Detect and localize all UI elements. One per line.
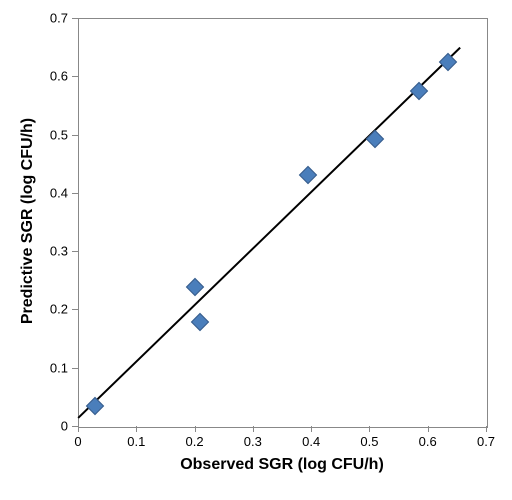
x-tick-label: 0.2 [186, 434, 204, 449]
x-tick-label: 0 [74, 434, 81, 449]
y-tick-label: 0.6 [42, 69, 68, 84]
y-tick-label: 0.4 [42, 185, 68, 200]
x-tick-label: 0.1 [127, 434, 145, 449]
x-tick-mark [486, 426, 487, 432]
x-axis-label: Observed SGR (log CFU/h) [78, 456, 486, 474]
x-tick-mark [78, 426, 79, 432]
y-tick-label: 0.7 [42, 11, 68, 26]
y-tick-mark [72, 76, 78, 77]
y-tick-mark [72, 368, 78, 369]
y-tick-mark [72, 135, 78, 136]
x-tick-mark [136, 426, 137, 432]
x-tick-mark [195, 426, 196, 432]
y-tick-label: 0.3 [42, 244, 68, 259]
y-tick-label: 0.5 [42, 127, 68, 142]
x-tick-label: 0.3 [244, 434, 262, 449]
x-tick-label: 0.7 [477, 434, 495, 449]
y-tick-label: 0.2 [42, 302, 68, 317]
y-tick-mark [72, 251, 78, 252]
x-tick-label: 0.6 [419, 434, 437, 449]
y-tick-label: 0.1 [42, 360, 68, 375]
y-tick-mark [72, 426, 78, 427]
x-tick-label: 0.4 [302, 434, 320, 449]
scatter-chart: 0 0.1 0.2 0.3 0.4 0.5 0.6 0.7 0 0.1 0.2 0.3 0.4 0.5 0.… [0, 0, 512, 500]
y-axis-label: Predictive SGR (log CFU/h) [19, 17, 37, 425]
x-tick-mark [369, 426, 370, 432]
y-tick-mark [72, 193, 78, 194]
x-tick-mark [253, 426, 254, 432]
x-tick-mark [311, 426, 312, 432]
x-tick-mark [428, 426, 429, 432]
y-tick-label: 0 [42, 419, 68, 434]
y-tick-mark [72, 309, 78, 310]
y-tick-mark [72, 18, 78, 19]
x-tick-label: 0.5 [360, 434, 378, 449]
